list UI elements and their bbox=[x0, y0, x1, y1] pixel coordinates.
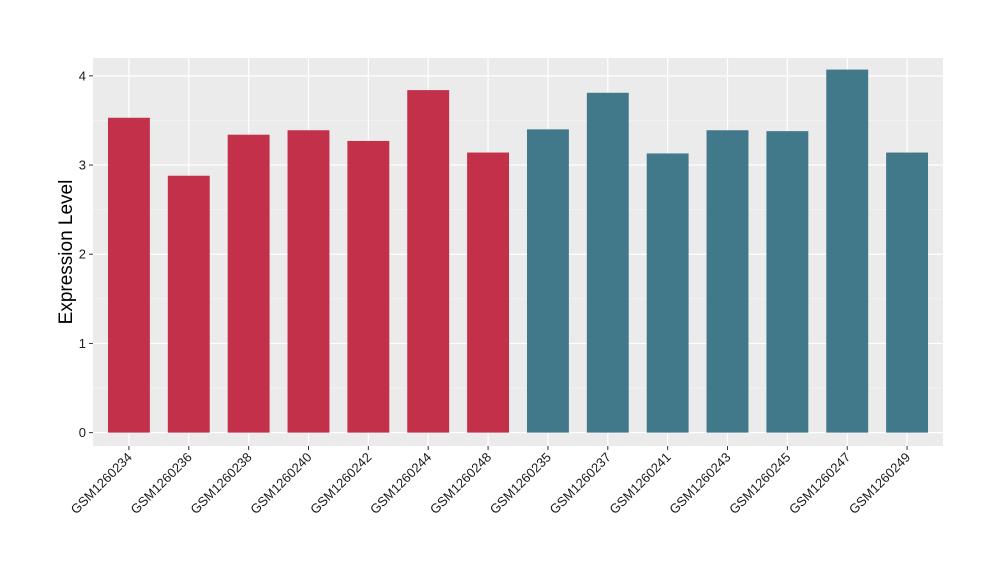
bar-GSM1260236 bbox=[167, 175, 210, 433]
bar-GSM1260248 bbox=[467, 152, 510, 433]
y-tick-label: 1 bbox=[79, 336, 86, 351]
bar-GSM1260244 bbox=[407, 90, 450, 433]
bar-GSM1260249 bbox=[886, 152, 929, 433]
bar-GSM1260240 bbox=[287, 130, 330, 433]
y-tick-label: 3 bbox=[79, 158, 86, 173]
bar-GSM1260237 bbox=[586, 92, 629, 433]
bar-GSM1260238 bbox=[227, 134, 270, 433]
x-tick-label: GSM1260249 bbox=[846, 450, 913, 517]
y-tick-label: 4 bbox=[79, 68, 86, 83]
y-tick-label: 0 bbox=[79, 425, 86, 440]
x-tick-label: GSM1260244 bbox=[367, 450, 434, 517]
x-tick-label: GSM1260237 bbox=[547, 450, 614, 517]
y-tick-label: 2 bbox=[79, 247, 86, 262]
x-tick-label: GSM1260234 bbox=[68, 450, 135, 517]
x-tick-label: GSM1260245 bbox=[726, 450, 793, 517]
x-tick-label: GSM1260235 bbox=[487, 450, 554, 517]
bar-GSM1260235 bbox=[526, 129, 569, 433]
x-tick-label: GSM1260248 bbox=[427, 450, 494, 517]
bar-GSM1260245 bbox=[766, 131, 809, 433]
y-axis-title: Expression Level bbox=[56, 180, 77, 325]
bar-GSM1260243 bbox=[706, 130, 749, 433]
x-tick-label: GSM1260242 bbox=[307, 450, 374, 517]
x-tick-label: GSM1260243 bbox=[666, 450, 733, 517]
bar-GSM1260241 bbox=[646, 153, 689, 433]
bars bbox=[107, 69, 929, 433]
x-tick-label: GSM1260236 bbox=[128, 450, 195, 517]
x-tick-label: GSM1260240 bbox=[247, 450, 314, 517]
bar-GSM1260242 bbox=[347, 140, 390, 433]
bar-GSM1260234 bbox=[107, 117, 150, 433]
x-tick-label: GSM1260238 bbox=[187, 450, 254, 517]
x-tick-label: GSM1260241 bbox=[606, 450, 673, 517]
x-tick-label: GSM1260247 bbox=[786, 450, 853, 517]
bar-GSM1260247 bbox=[826, 69, 869, 433]
